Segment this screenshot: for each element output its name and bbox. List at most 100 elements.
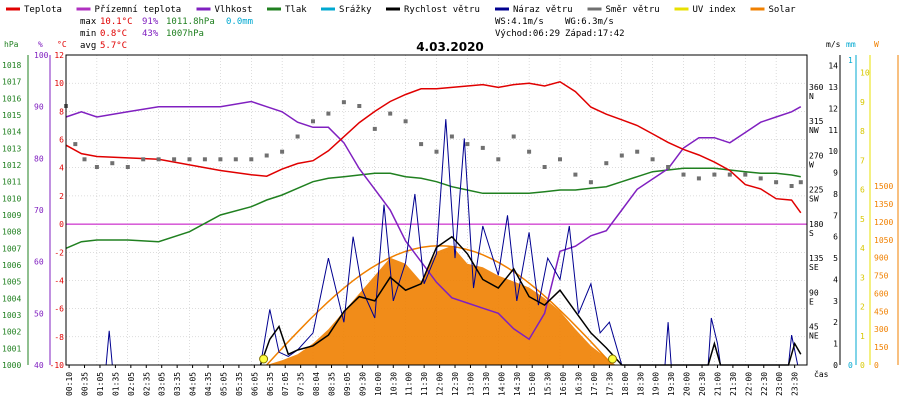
stat-max-hum: 91% [142, 17, 159, 27]
x-tick-label: 22:00 [744, 372, 753, 396]
x-tick-label: 02:35 [142, 372, 151, 396]
series-pressure-line [65, 167, 801, 249]
wind-direction-point [758, 176, 763, 181]
tick-temperature: 10 [54, 79, 64, 88]
unit-ms: m/s [826, 40, 841, 49]
wind-direction-point [403, 119, 408, 124]
info-sunrise: Východ:06:29 [495, 29, 560, 39]
x-tick-label: 09:05 [343, 372, 352, 396]
info-sunset: Západ:17:42 [565, 29, 625, 39]
tick-solar: 1050 [874, 236, 893, 245]
x-tick-label: 12:00 [436, 372, 445, 396]
x-tick-label: 17:30 [605, 372, 614, 396]
tick-pressure: 1000 [2, 361, 21, 370]
unit-time: čas [814, 369, 829, 379]
tick-pressure: 1015 [2, 111, 21, 120]
x-tick-label: 18:00 [621, 372, 630, 396]
tick-direction-deg: 225 [809, 186, 824, 195]
info-wg: WG:6.3m/s [565, 17, 614, 27]
tick-pressure: 1006 [2, 261, 21, 270]
tick-temperature: -8 [54, 333, 64, 342]
tick-pressure: 1004 [2, 294, 21, 303]
tick-solar: 1350 [874, 200, 893, 209]
unit-hpa: hPa [4, 40, 19, 49]
wind-direction-point [264, 153, 269, 158]
tick-uv: 2 [860, 303, 865, 312]
x-tick-label: 09:30 [358, 372, 367, 396]
x-tick-label: 04:05 [189, 372, 198, 396]
tick-humidity: 90 [34, 103, 44, 112]
tick-pressure: 1007 [2, 244, 21, 253]
axes: 1000100110021003100410051006100710081009… [2, 51, 899, 396]
x-tick-label: 20:30 [698, 372, 707, 396]
x-tick-label: 06:05 [250, 372, 259, 396]
wind-direction-point [110, 161, 115, 166]
wind-direction-point [727, 172, 732, 177]
tick-uv: 10 [860, 69, 870, 78]
tick-humidity: 70 [34, 206, 44, 215]
wind-direction-point [218, 157, 223, 162]
legend-label-5: Rychlost větru [404, 5, 480, 15]
series-solar-area [266, 245, 616, 365]
tick-direction-label: W [809, 160, 814, 169]
tick-wind: 11 [828, 126, 838, 135]
tick-pressure: 1005 [2, 278, 21, 287]
tick-pressure: 1011 [2, 178, 21, 187]
stat-max-label: max [80, 17, 97, 27]
tick-humidity: 80 [34, 154, 44, 163]
tick-pressure: 1012 [2, 161, 21, 170]
tick-direction-label: SW [809, 195, 819, 204]
tick-temperature: -4 [54, 276, 64, 285]
tick-temperature: -2 [54, 248, 64, 257]
tick-direction-label: NE [809, 332, 819, 341]
tick-direction-deg: 180 [809, 220, 824, 229]
tick-wind: 3 [833, 297, 838, 306]
legend: Teplota Přízemní teplota Vlhkost Tlak Srážky… [6, 5, 796, 15]
tick-pressure: 1013 [2, 144, 21, 153]
x-tick-label: 21:00 [713, 372, 722, 396]
stats-block: max 10.1°C 91% 1011.8hPa 0.0mm min 0.8°C… [80, 17, 253, 51]
wind-direction-point [172, 157, 177, 162]
tick-humidity: 60 [34, 258, 44, 267]
tick-uv: 3 [860, 273, 865, 282]
tick-pressure: 1018 [2, 61, 21, 70]
unit-degc: °C [57, 40, 67, 49]
wind-direction-point [419, 142, 424, 147]
wind-direction-point [650, 157, 655, 162]
wind-direction-point [357, 104, 362, 108]
tick-wind: 6 [833, 233, 838, 242]
tick-wind: 7 [833, 211, 838, 220]
x-tick-label: 01:05 [96, 372, 105, 396]
wind-direction-point [388, 111, 393, 116]
x-tick-label: 00:10 [65, 372, 74, 396]
x-tick-label: 10:30 [389, 372, 398, 396]
tick-uv: 6 [860, 186, 865, 195]
x-tick-label: 14:00 [497, 372, 506, 396]
wind-direction-point [202, 157, 207, 162]
x-tick-label: 08:04 [312, 372, 321, 396]
tick-solar: 1200 [874, 218, 893, 227]
legend-label-9: Solar [769, 5, 797, 15]
plot-frame [65, 54, 808, 366]
wind-direction-point [496, 157, 501, 162]
stat-avg-temp: 5.7°C [100, 41, 127, 51]
wind-direction-point [573, 172, 578, 177]
stat-min-hum: 43% [142, 29, 159, 39]
unit-w: W [874, 40, 879, 49]
wind-direction-point [480, 145, 485, 150]
series-gust-line [105, 119, 799, 366]
wind-direction-point [666, 165, 671, 169]
tick-pressure: 1008 [2, 228, 21, 237]
x-tick-label: 03:05 [158, 372, 167, 396]
tick-direction-deg: 90 [809, 288, 819, 297]
tick-temperature: 12 [54, 51, 64, 60]
tick-uv: 4 [860, 244, 865, 253]
x-tick-label: 08:35 [328, 372, 337, 396]
x-tick-label: 18:30 [636, 372, 645, 396]
wind-direction-point [341, 100, 346, 105]
tick-pressure: 1001 [2, 344, 21, 353]
x-tick-label: 11:30 [420, 372, 429, 396]
info-block: WS:4.1m/s WG:6.3m/s Východ:06:29 Západ:1… [495, 17, 625, 39]
x-tick-label: 23:00 [775, 372, 784, 396]
wind-direction-point [326, 111, 331, 116]
